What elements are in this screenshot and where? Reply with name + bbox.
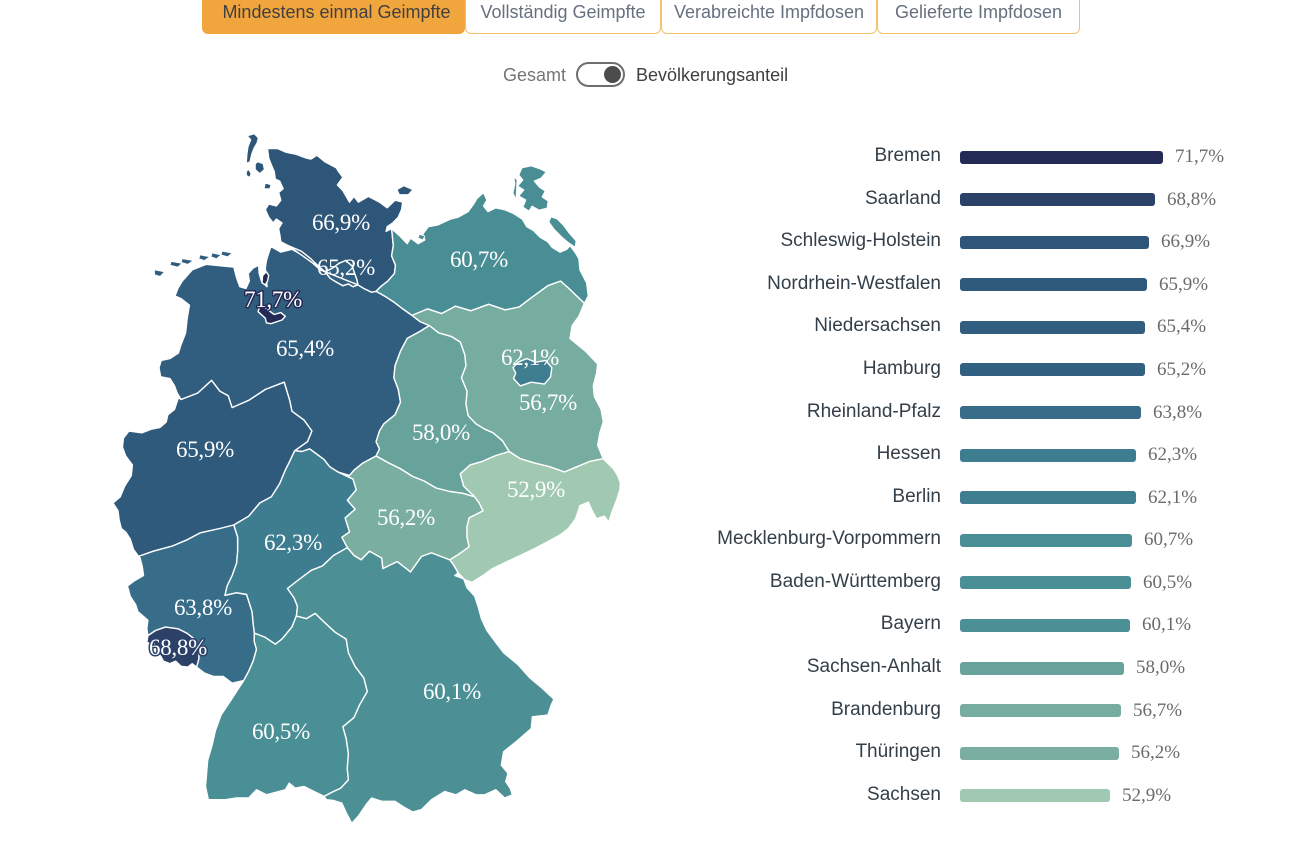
svg-text:63,8%: 63,8% bbox=[174, 595, 232, 620]
svg-text:62,3%: 62,3% bbox=[264, 530, 322, 555]
svg-text:65,9%: 65,9% bbox=[176, 437, 234, 462]
svg-text:60,7%: 60,7% bbox=[450, 247, 508, 272]
svg-text:65,2%: 65,2% bbox=[317, 255, 375, 280]
svg-text:71,7%: 71,7% bbox=[244, 287, 302, 312]
svg-text:65,4%: 65,4% bbox=[276, 336, 334, 361]
svg-text:56,2%: 56,2% bbox=[377, 505, 435, 530]
svg-text:56,7%: 56,7% bbox=[519, 390, 577, 415]
svg-text:58,0%: 58,0% bbox=[412, 420, 470, 445]
svg-text:66,9%: 66,9% bbox=[312, 210, 370, 235]
svg-text:52,9%: 52,9% bbox=[507, 477, 565, 502]
svg-text:62,1%: 62,1% bbox=[501, 345, 559, 370]
svg-text:60,1%: 60,1% bbox=[423, 679, 481, 704]
svg-text:60,5%: 60,5% bbox=[252, 719, 310, 744]
svg-text:68,8%: 68,8% bbox=[149, 635, 207, 660]
